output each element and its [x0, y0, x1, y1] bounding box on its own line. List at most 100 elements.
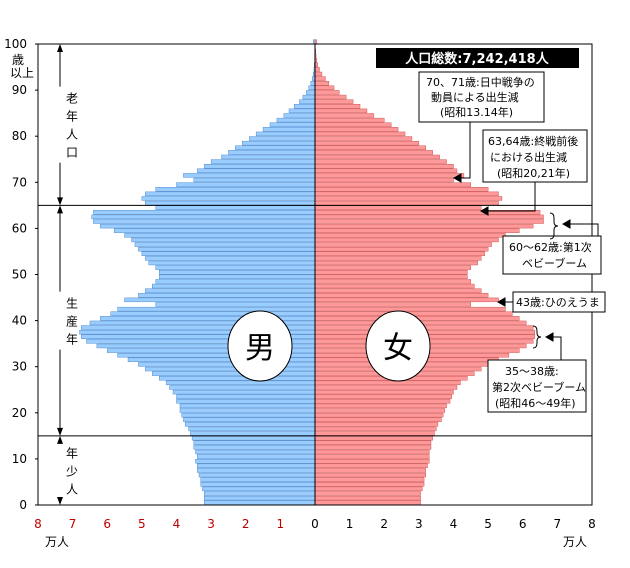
female-bar-age-90: [314, 85, 335, 90]
male-bar-age-65: [145, 200, 316, 206]
female-bar-age-79: [314, 136, 413, 141]
male-bar-age-60: [100, 223, 316, 229]
male-bar-age-7: [197, 468, 316, 473]
annotation-box-60-62: [502, 235, 602, 275]
annotation-60-62-line2: ベビーブーム: [522, 256, 587, 270]
xtick-left-8: 8: [34, 517, 42, 531]
female-bar-age-72: [314, 168, 458, 173]
female-bar-age-22: [314, 399, 451, 404]
female-bar-age-65: [314, 200, 499, 206]
xtick-right-5: 5: [484, 517, 492, 531]
female-bar-age-59: [314, 228, 520, 233]
male-bar-age-59: [113, 228, 316, 233]
annotation-box-35-38: [487, 359, 587, 413]
male-bar-age-55: [138, 246, 316, 252]
male-bar-age-42: [117, 306, 316, 312]
male-bar-age-17: [184, 422, 316, 427]
female-bar-age-12: [314, 445, 432, 450]
group-label-old-char-3: 口: [66, 146, 78, 160]
male-bar-age-49: [158, 274, 316, 280]
male-bar-age-18: [183, 417, 316, 422]
female-bar-age-89: [314, 90, 340, 95]
group-label-old-char-1: 年: [66, 110, 78, 124]
male-bar-age-74: [210, 159, 316, 164]
male-bar-age-83: [276, 117, 316, 123]
female-bar-age-2: [314, 491, 421, 496]
arrow-35-38: [553, 336, 562, 360]
annotation-43-line1: 43歳:ひのえうま: [516, 296, 600, 309]
annotation-arrows: [452, 122, 599, 360]
male-bar-age-82: [269, 122, 316, 127]
female-bar-age-9: [314, 459, 430, 464]
male-bar-age-88: [302, 94, 316, 100]
male-bar-age-27: [158, 376, 316, 381]
male-bar-age-4: [200, 482, 316, 487]
annotation-63-64-line3: (昭和20,21年): [497, 166, 570, 180]
group-label-young-char-1: 少: [66, 464, 78, 478]
male-bar-age-54: [141, 251, 316, 256]
female-bar-age-26: [314, 380, 461, 386]
group-arrowhead-young-down: [57, 497, 63, 505]
xtick-left-4: 4: [173, 517, 181, 531]
annotation-box-63-64: [482, 129, 588, 183]
male-bar-age-61: [93, 219, 316, 224]
male-bar-age-21: [179, 403, 316, 409]
male-bar-age-71: [183, 173, 316, 178]
male-bar-age-9: [195, 459, 316, 464]
male-bar-age-63: [93, 210, 316, 215]
male-bar-age-29: [145, 366, 316, 372]
male-bar-age-51: [155, 265, 316, 270]
female-bar-age-68: [314, 187, 489, 192]
xtick-right-2: 2: [380, 517, 388, 531]
male-bar-age-77: [235, 145, 316, 150]
male-bar-age-13: [193, 440, 316, 445]
group-arrowhead-working-up: [57, 205, 63, 214]
female-bar-age-51: [314, 265, 472, 270]
male-bar-age-91: [310, 81, 316, 86]
male-label-ellipse: [227, 310, 293, 382]
arrow-70-71-head: [452, 173, 462, 183]
male-bar-age-6: [198, 472, 316, 478]
female-bar-age-47: [314, 283, 475, 289]
ytick-label-90: 90: [12, 83, 27, 97]
xtick-right-7: 7: [554, 517, 562, 531]
female-bar-age-14: [314, 435, 433, 441]
female-bar-age-93: [314, 71, 323, 77]
arrow-43-head: [496, 297, 506, 307]
ytick-label-50: 50: [12, 268, 27, 282]
annotation-63-64-line2: における出生減: [490, 150, 567, 164]
male-bar-age-45: [138, 293, 316, 298]
group-label-young-char-0: 年: [66, 446, 78, 460]
male-bar-age-90: [308, 85, 316, 90]
male-bar-age-70: [193, 177, 316, 183]
female-bar-age-13: [314, 440, 432, 445]
female-bar-age-86: [314, 104, 361, 109]
female-bar-age-18: [314, 417, 442, 422]
female-bar-age-69: [314, 182, 472, 187]
male-bar-age-100: [313, 39, 316, 44]
male-bar-age-56: [134, 242, 316, 247]
group-label-old-char-0: 老: [66, 92, 78, 106]
female-bar-age-77: [314, 145, 427, 150]
arrow-63-64-head: [479, 206, 489, 216]
brace-60-62: [549, 212, 559, 240]
female-bar-age-54: [314, 251, 485, 256]
female-bar-age-24: [314, 389, 454, 395]
xtick-left-7: 7: [69, 517, 77, 531]
female-bar-age-92: [314, 76, 326, 81]
male-bar-age-24: [172, 389, 316, 395]
xtick-right-1: 1: [346, 517, 354, 531]
male-bar-age-69: [176, 182, 316, 187]
female-bar-age-4: [314, 482, 425, 487]
male-bar-age-19: [181, 412, 316, 418]
group-label-working-char-2: 年: [66, 333, 78, 347]
xtick-left-6: 6: [103, 517, 111, 531]
xtick-right-4: 4: [450, 517, 458, 531]
male-bar-age-16: [188, 426, 316, 432]
female-bar-age-0: [314, 500, 421, 505]
xtick-right-3: 3: [415, 517, 423, 531]
female-bar-age-43: [314, 302, 472, 307]
total-population-box: [376, 48, 579, 68]
female-bar-age-55: [314, 246, 489, 252]
female-bar-age-16: [314, 426, 437, 432]
